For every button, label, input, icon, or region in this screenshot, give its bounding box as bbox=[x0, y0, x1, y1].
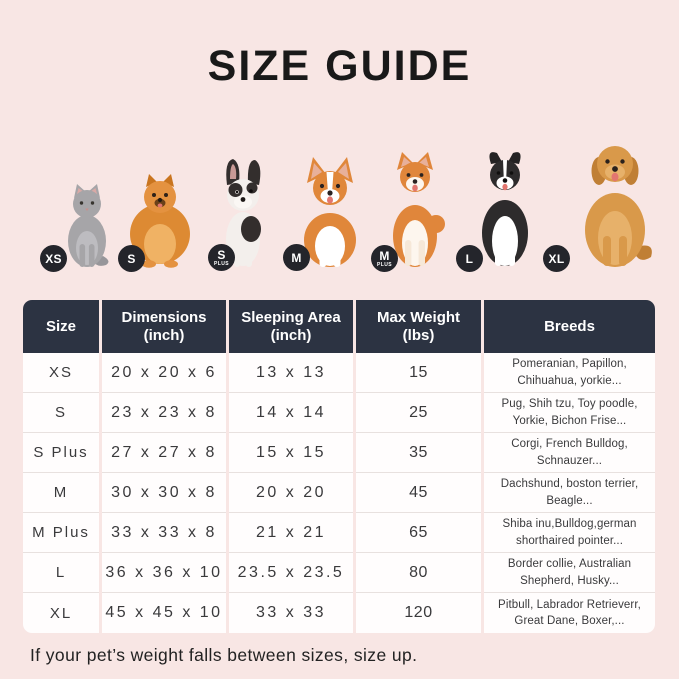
cell-sleeping-area: 20 x 20 bbox=[229, 473, 353, 513]
cell-breeds: Pitbull, Labrador Retrieverr, Great Dane… bbox=[484, 593, 655, 633]
animals-row: XS S S PLUS M M PLUS L XL bbox=[0, 120, 679, 290]
badge-sublabel: PLUS bbox=[214, 260, 229, 267]
cell-dimensions: 33 x 33 x 8 bbox=[102, 513, 226, 553]
animal-pomeranian bbox=[128, 172, 192, 268]
cell-breeds: Shiba inu,Bulldog,german shorthaired poi… bbox=[484, 513, 655, 553]
cell-dimensions: 27 x 27 x 8 bbox=[102, 433, 226, 473]
size-badge-s-plus: S PLUS bbox=[208, 244, 235, 271]
cell-sleeping-area: 21 x 21 bbox=[229, 513, 353, 553]
size-badge-m: M bbox=[283, 244, 310, 271]
cell-size: M Plus bbox=[23, 513, 99, 553]
badge-sublabel: PLUS bbox=[377, 261, 392, 268]
french-bulldog-image bbox=[226, 159, 261, 267]
cell-sleeping-area: 23.5 x 23.5 bbox=[229, 553, 353, 593]
cell-dimensions: 20 x 20 x 6 bbox=[102, 353, 226, 393]
cell-dimensions: 23 x 23 x 8 bbox=[102, 393, 226, 433]
cell-size: M bbox=[23, 473, 99, 513]
badge-label: XL bbox=[548, 251, 565, 266]
cell-max-weight: 80 bbox=[356, 553, 481, 593]
cell-sleeping-area: 14 x 14 bbox=[229, 393, 353, 433]
badge-label: M bbox=[379, 248, 390, 263]
size-badge-xl: XL bbox=[543, 245, 570, 272]
cell-max-weight: 120 bbox=[356, 593, 481, 633]
column-header-size: Size bbox=[23, 300, 99, 353]
cell-dimensions: 30 x 30 x 8 bbox=[102, 473, 226, 513]
sizing-footnote: If your pet’s weight falls between sizes… bbox=[30, 645, 418, 665]
pomeranian-image bbox=[130, 174, 190, 268]
corgi-image bbox=[304, 157, 356, 267]
cell-max-weight: 45 bbox=[356, 473, 481, 513]
cell-max-weight: 15 bbox=[356, 353, 481, 393]
size-table: Size Dimensions (inch) Sleeping Area (in… bbox=[23, 300, 655, 633]
badge-label: M bbox=[291, 250, 302, 265]
border-collie-image bbox=[482, 152, 528, 266]
cell-max-weight: 35 bbox=[356, 433, 481, 473]
size-badge-l: L bbox=[456, 245, 483, 272]
cell-breeds: Pug, Shih tzu, Toy poodle, Yorkie, Bicho… bbox=[484, 393, 655, 433]
cell-sleeping-area: 13 x 13 bbox=[229, 353, 353, 393]
column-header-sleeping-area: Sleeping Area (inch) bbox=[229, 300, 353, 353]
badge-label: S bbox=[217, 247, 226, 262]
column-header-dimensions: Dimensions (inch) bbox=[102, 300, 226, 353]
page-title: SIZE GUIDE bbox=[207, 42, 472, 90]
badge-label: XS bbox=[45, 251, 62, 266]
animal-french-bulldog bbox=[217, 157, 269, 268]
cell-breeds: Border collie, Australian Shepherd, Husk… bbox=[484, 553, 655, 593]
size-badge-s: S bbox=[118, 245, 145, 272]
animal-shiba-inu bbox=[384, 150, 446, 268]
size-badge-m-plus: M PLUS bbox=[371, 245, 398, 272]
cell-max-weight: 25 bbox=[356, 393, 481, 433]
shiba-inu-image bbox=[393, 152, 445, 267]
cat-image bbox=[68, 184, 109, 267]
golden-retriever-image bbox=[585, 146, 652, 267]
cell-max-weight: 65 bbox=[356, 513, 481, 553]
cell-size: L bbox=[23, 553, 99, 593]
animal-corgi bbox=[293, 157, 367, 268]
animal-golden-retriever bbox=[576, 138, 654, 268]
cell-size: S bbox=[23, 393, 99, 433]
cell-dimensions: 36 x 36 x 10 bbox=[102, 553, 226, 593]
cell-dimensions: 45 x 45 x 10 bbox=[102, 593, 226, 633]
cell-breeds: Corgi, French Bulldog, Schnauzer... bbox=[484, 433, 655, 473]
column-header-max-weight: Max Weight (lbs) bbox=[356, 300, 481, 353]
badge-label: L bbox=[465, 251, 474, 266]
size-badge-xs: XS bbox=[40, 245, 67, 272]
cell-breeds: Dachshund, boston terrier, Beagle... bbox=[484, 473, 655, 513]
column-header-breeds: Breeds bbox=[484, 300, 655, 353]
cell-sleeping-area: 33 x 33 bbox=[229, 593, 353, 633]
badge-label: S bbox=[127, 251, 136, 266]
cell-size: S Plus bbox=[23, 433, 99, 473]
cell-sleeping-area: 15 x 15 bbox=[229, 433, 353, 473]
animal-border-collie bbox=[473, 147, 537, 268]
cell-size: XS bbox=[23, 353, 99, 393]
cell-breeds: Pomeranian, Papillon, Chihuahua, yorkie.… bbox=[484, 353, 655, 393]
animal-cat bbox=[59, 184, 115, 268]
cell-size: XL bbox=[23, 593, 99, 633]
